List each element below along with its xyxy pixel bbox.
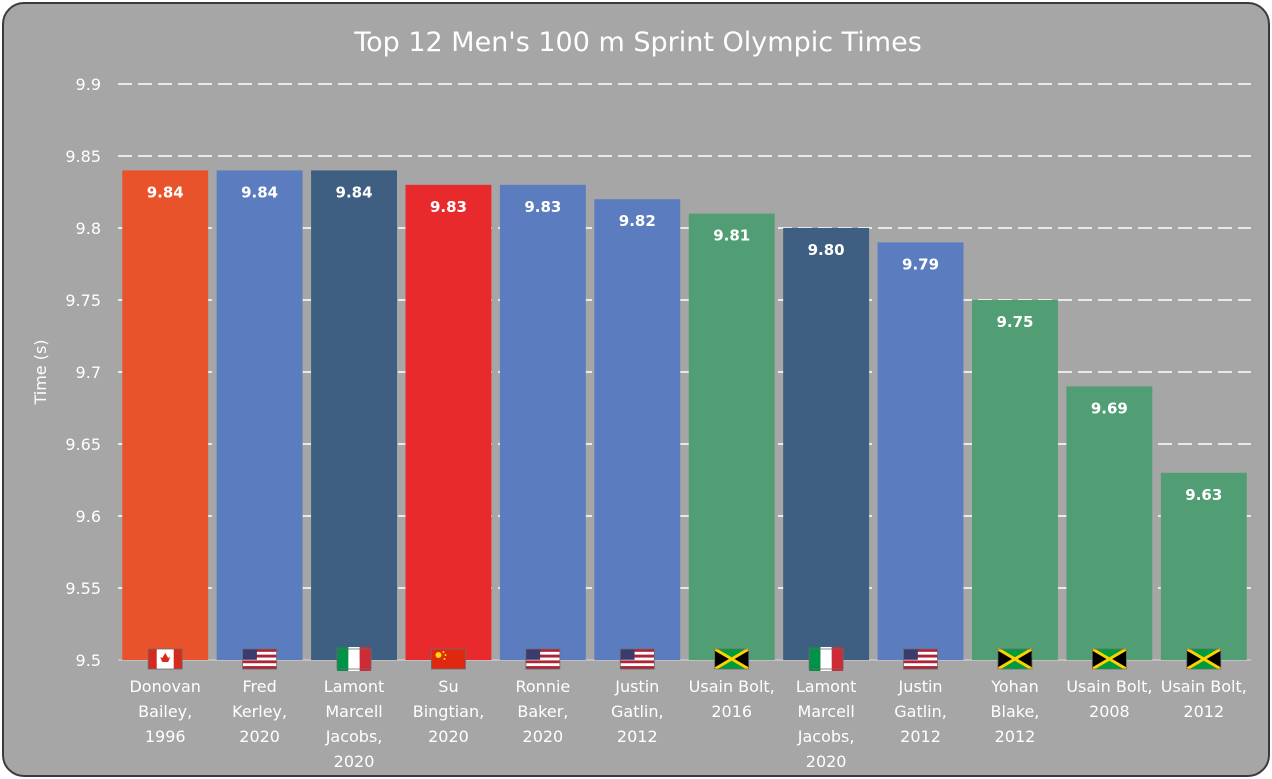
category-label: Justin Gatlin, 2012	[611, 677, 664, 746]
data-label: 9.84	[147, 183, 184, 201]
jamaica-flag-icon	[713, 647, 750, 671]
data-label: 9.84	[241, 183, 278, 201]
bar	[688, 213, 775, 660]
usa-flag-icon	[619, 648, 655, 670]
data-label: 9.81	[713, 227, 750, 245]
bar	[971, 300, 1058, 660]
gridlines	[118, 83, 1251, 661]
data-label: 9.83	[524, 198, 561, 216]
italy-flag-icon	[336, 647, 372, 671]
data-label: 9.63	[1185, 486, 1222, 504]
data-label: 9.80	[808, 241, 845, 259]
bar	[499, 184, 586, 661]
data-label: 9.82	[619, 212, 656, 230]
category-label: Fred Kerley, 2020	[232, 677, 287, 746]
data-label: 9.69	[1091, 399, 1128, 417]
bar	[122, 170, 209, 660]
category-label: Usain Bolt, 2016	[689, 677, 775, 721]
category-label: Lamont Marcell Jacobs, 2020	[796, 677, 857, 771]
data-label: 9.83	[430, 198, 467, 216]
jamaica-flag-icon	[997, 647, 1033, 671]
x-axis-categories: Donovan Bailey, 1996 Fred Kerley, 2020 Lamont M…	[129, 677, 1246, 771]
data-label: 9.79	[902, 255, 939, 273]
data-label: 9.84	[336, 183, 373, 201]
bar	[216, 170, 303, 660]
y-tick-label: 9.5	[76, 651, 101, 670]
y-tick-label: 9.65	[65, 435, 101, 454]
data-label: 9.75	[996, 313, 1033, 331]
usa-flag-icon	[242, 648, 278, 670]
y-tick-label: 9.75	[65, 291, 101, 310]
category-label: Su Bingtian, 2020	[413, 677, 484, 746]
category-label: Usain Bolt, 2012	[1161, 677, 1247, 721]
china-flag-icon	[431, 648, 466, 670]
bar	[877, 242, 964, 660]
italy-flag-icon	[808, 647, 844, 671]
y-tick-label: 9.6	[76, 507, 101, 526]
category-label: Donovan Bailey, 1996	[129, 677, 200, 746]
chart-title: Top 12 Men's 100 m Sprint Olympic Times	[353, 27, 922, 58]
bar	[1160, 472, 1247, 660]
bars	[122, 170, 1247, 661]
bar-chart: Top 12 Men's 100 m Sprint Olympic Times …	[31, 27, 1251, 771]
y-tick-label: 9.7	[76, 363, 101, 382]
data-labels: 9.84 9.84 9.84 9.83 9.83 9.82 9.81 9.80 9.79 9.75…	[147, 183, 1223, 503]
bar	[783, 228, 870, 660]
category-label: Yohan Blake, 2012	[990, 677, 1039, 746]
y-tick-label: 9.8	[76, 219, 101, 238]
category-label: Lamont Marcell Jacobs, 2020	[324, 677, 385, 771]
category-label: Ronnie Baker, 2020	[515, 677, 570, 746]
bar	[1066, 386, 1153, 660]
y-tick-label: 9.85	[65, 147, 101, 166]
usa-flag-icon	[903, 648, 938, 670]
bar	[594, 199, 681, 660]
flags	[147, 647, 1222, 671]
category-label: Usain Bolt, 2008	[1066, 677, 1152, 721]
y-axis-label: Time (s)	[31, 339, 50, 405]
jamaica-flag-icon	[1091, 647, 1128, 671]
jamaica-flag-icon	[1186, 647, 1222, 671]
bar	[311, 170, 398, 660]
category-label: Justin Gatlin, 2012	[894, 677, 947, 746]
y-tick-label: 9.9	[76, 75, 101, 94]
y-axis-ticks: 9.5 9.55 9.6 9.65 9.7 9.75 9.8 9.85 9.9	[65, 75, 101, 670]
bar	[405, 184, 492, 661]
y-tick-label: 9.55	[65, 579, 101, 598]
canada-flag-icon	[147, 648, 183, 670]
usa-flag-icon	[525, 648, 561, 670]
